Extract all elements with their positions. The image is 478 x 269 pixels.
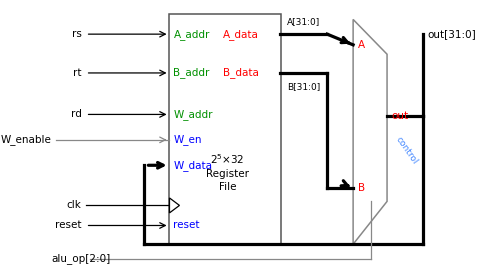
Text: reset: reset: [55, 221, 82, 231]
Text: A_data: A_data: [223, 29, 259, 40]
Text: A_addr: A_addr: [174, 29, 210, 40]
Text: B_data: B_data: [223, 68, 259, 78]
Text: W_en: W_en: [174, 134, 202, 145]
Bar: [170, 14, 281, 244]
Text: rt: rt: [73, 68, 82, 78]
Text: rs: rs: [72, 29, 82, 39]
Text: out: out: [391, 111, 408, 121]
Polygon shape: [353, 19, 387, 244]
Text: W_enable: W_enable: [1, 134, 52, 145]
Text: W_data: W_data: [174, 160, 213, 171]
Text: B_addr: B_addr: [174, 68, 210, 78]
Text: A[31:0]: A[31:0]: [287, 17, 320, 26]
Text: clk: clk: [67, 200, 82, 210]
Text: B[31:0]: B[31:0]: [287, 82, 320, 91]
Text: control: control: [394, 135, 419, 166]
Text: W_addr: W_addr: [174, 109, 213, 120]
Text: A: A: [358, 40, 366, 50]
Text: B: B: [358, 183, 366, 193]
Text: alu_op[2:0]: alu_op[2:0]: [52, 253, 111, 264]
Text: $2^5$×32
Register
File: $2^5$×32 Register File: [206, 152, 249, 192]
Text: out[31:0]: out[31:0]: [427, 29, 476, 39]
Text: rd: rd: [71, 109, 82, 119]
Text: reset: reset: [174, 221, 200, 231]
Polygon shape: [170, 198, 179, 213]
